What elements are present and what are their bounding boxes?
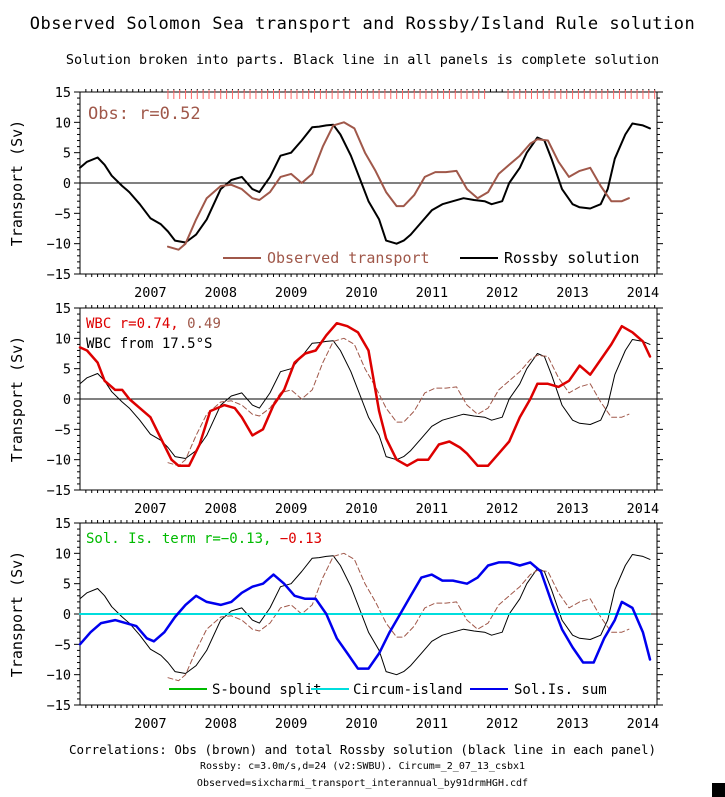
x-tick-label: 2007 <box>134 716 167 732</box>
annotation-obs-correlation: Obs: r=0.52 <box>88 104 201 124</box>
x-tick-label: 2012 <box>486 716 519 732</box>
series-line-observed-transport <box>167 337 630 467</box>
page-subtitle: Solution broken into parts. Black line i… <box>65 52 660 68</box>
y-tick-label: 15 <box>55 516 71 532</box>
y-tick-label: 10 <box>55 115 71 131</box>
x-tick-label: 2008 <box>204 285 237 301</box>
x-tick-label: 2009 <box>275 285 308 301</box>
y-axis-label: Transport (Sv) <box>8 120 26 246</box>
x-tick-label: 2011 <box>416 501 449 517</box>
x-tick-label: 2014 <box>627 501 660 517</box>
annotation-wbc-source: WBC from 17.5°S <box>86 336 212 352</box>
x-tick-label: 2008 <box>204 716 237 732</box>
annotation-wbc-correlation: WBC r=0.74, 0.49 <box>86 316 221 332</box>
corner-marker <box>712 783 725 797</box>
x-tick-label: 2012 <box>486 501 519 517</box>
x-tick-label: 2009 <box>275 716 308 732</box>
annotation-part: −0.13 <box>280 531 322 547</box>
annotation-part: Sol. Is. term r=−0.13, <box>86 531 280 547</box>
x-tick-label: 2009 <box>275 501 308 517</box>
y-tick-label: −15 <box>47 698 71 714</box>
y-tick-label: 0 <box>63 607 71 623</box>
series-line-rossby-solution <box>79 554 651 676</box>
x-tick-label: 2011 <box>416 716 449 732</box>
y-tick-label: 5 <box>63 577 71 593</box>
x-tick-label: 2010 <box>345 285 378 301</box>
series-line-wbc <box>78 321 652 467</box>
legend-label: Sol.Is. sum <box>514 682 607 698</box>
legend-label: S-bound split <box>212 682 322 698</box>
page-title: Observed Solomon Sea transport and Rossb… <box>29 14 696 34</box>
x-tick-label: 2010 <box>345 501 378 517</box>
y-tick-label: 5 <box>63 146 71 162</box>
y-tick-label: 15 <box>55 301 71 317</box>
series-line-observed-transport <box>167 552 630 682</box>
annotation-part: 0.49 <box>187 316 221 332</box>
y-tick-label: 5 <box>63 362 71 378</box>
x-tick-label: 2007 <box>134 285 167 301</box>
y-tick-label: −15 <box>47 267 71 283</box>
x-tick-label: 2012 <box>486 285 519 301</box>
annotation-solis-correlation: Sol. Is. term r=−0.13, −0.13 <box>86 531 322 547</box>
legend-label: Circum-island <box>353 682 463 698</box>
series-line-sol-is-sum <box>78 561 652 670</box>
x-tick-label: 2014 <box>627 716 660 732</box>
y-tick-label: −5 <box>55 422 71 438</box>
y-tick-label: −10 <box>47 237 71 253</box>
y-axis-label: Transport (Sv) <box>8 336 26 462</box>
y-tick-label: 15 <box>55 85 71 101</box>
legend-label: Observed transport <box>267 249 430 267</box>
y-axis-label: Transport (Sv) <box>8 551 26 677</box>
annotation-part: WBC r=0.74, <box>86 316 187 332</box>
y-tick-label: 10 <box>55 546 71 562</box>
x-tick-label: 2014 <box>627 285 660 301</box>
footer-observed-file: Observed=sixcharmi_transport_interannual… <box>196 778 529 789</box>
x-tick-label: 2010 <box>345 716 378 732</box>
footer-correlations: Correlations: Obs (brown) and total Ross… <box>69 742 656 757</box>
x-tick-label: 2013 <box>556 716 589 732</box>
y-tick-label: −10 <box>47 453 71 469</box>
x-tick-label: 2008 <box>204 501 237 517</box>
footer-rossby-params: Rossby: c=3.0m/s,d=24 (v2:SWBU). Circum=… <box>199 761 526 772</box>
x-tick-label: 2013 <box>556 285 589 301</box>
series-line-rossby-solution <box>79 339 651 461</box>
series-line-rossby-solution <box>79 122 651 245</box>
y-tick-label: −10 <box>47 668 71 684</box>
legend-label: Rossby solution <box>504 249 639 267</box>
y-tick-label: 0 <box>63 176 71 192</box>
y-tick-label: −5 <box>55 637 71 653</box>
y-tick-label: 0 <box>63 392 71 408</box>
x-tick-label: 2007 <box>134 501 167 517</box>
x-tick-label: 2011 <box>416 285 449 301</box>
x-tick-label: 2013 <box>556 501 589 517</box>
y-tick-label: −15 <box>47 483 71 499</box>
y-tick-label: −5 <box>55 206 71 222</box>
series-line-observed-transport <box>167 121 630 251</box>
y-tick-label: 10 <box>55 331 71 347</box>
